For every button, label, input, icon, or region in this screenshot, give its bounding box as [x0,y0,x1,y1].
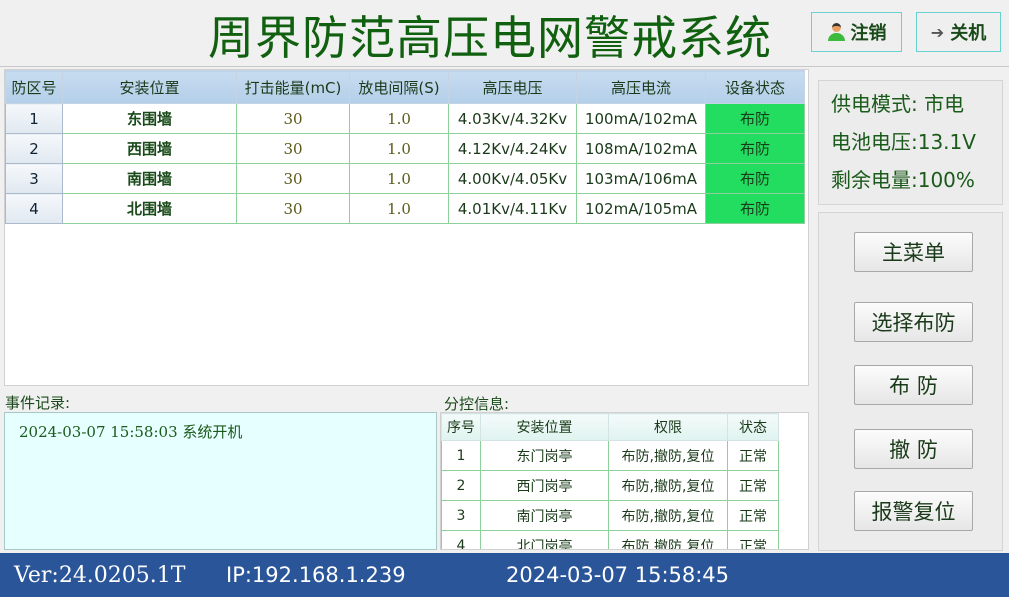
zone-table-panel: 防区号 安装位置 打击能量(mC) 放电间隔(S) 高压电压 高压电流 设备状态 1 东围墙 3… [4,69,809,386]
zone-location: 西围墙 [62,133,237,164]
sub-permission: 布防,撤防,复位 [608,440,728,471]
table-row[interactable]: 3 南围墙 30 1.0 4.00Kv/4.05Kv 103mA/106mA 布防 [5,163,805,194]
sub-status: 正常 [727,470,779,501]
discharge-interval: 1.0 [349,103,449,134]
sub-permission: 布防,撤防,复位 [608,530,728,549]
arm-button[interactable]: 布 防 [854,365,973,405]
event-log[interactable]: 2024-03-07 15:58:03 系统开机 [4,412,437,550]
battery-remaining: 剩余电量:100% [831,168,975,192]
sub-index: 3 [441,500,481,531]
column-header[interactable]: 高压电压 [448,70,577,104]
select-arm-button[interactable]: 选择布防 [854,302,973,342]
app-title: 周界防范高压电网警戒系统 [208,11,772,65]
sub-status: 正常 [727,530,779,549]
strike-energy: 30 [236,133,350,164]
sub-control-table: 序号 安装位置 权限 状态 1 东门岗亭 布防,撤防,复位 正常 2 西门岗亭 布防,撤防,复位正… [441,413,779,549]
strike-energy: 30 [236,103,350,134]
table-row[interactable]: 1 东围墙 30 1.0 4.03Kv/4.32Kv 100mA/102mA 布防 [5,103,805,134]
power-mode: 供电模式: 市电 [831,92,965,116]
column-header: 序号 [441,413,481,441]
disarm-button[interactable]: 撤 防 [854,429,973,469]
ip-text: IP:192.168.1.239 [226,563,406,587]
hv-current: 108mA/102mA [576,133,706,164]
sub-status: 正常 [727,500,779,531]
zone-location: 东围墙 [62,103,237,134]
discharge-interval: 1.0 [349,193,449,224]
column-header: 状态 [727,413,779,441]
hv-current: 102mA/105mA [576,193,706,224]
shutdown-label: 关机 [950,23,987,44]
datetime-text: 2024-03-07 15:58:45 [506,563,730,587]
device-status: 布防 [705,163,805,194]
menu-panel: 主菜单 选择布防 布 防 撤 防 报警复位 [818,212,1003,551]
sub-index: 4 [441,530,481,549]
device-status: 布防 [705,103,805,134]
strike-energy: 30 [236,163,350,194]
zone-number: 3 [5,163,63,194]
sub-index: 1 [441,440,481,471]
header-divider [0,66,1009,67]
table-row[interactable]: 4 北门岗亭 布防,撤防,复位 正常 [441,530,779,549]
table-row[interactable]: 3 南门岗亭 布防,撤防,复位 正常 [441,500,779,531]
sub-index: 2 [441,470,481,501]
shutdown-button[interactable]: ➔ 关机 [916,12,1001,52]
device-status: 布防 [705,133,805,164]
table-row[interactable]: 4 北围墙 30 1.0 4.01Kv/4.11Kv 102mA/105mA 布防 [5,193,805,224]
event-log-label: 事件记录: [5,394,71,412]
event-log-entry: 2024-03-07 15:58:03 系统开机 [19,423,243,441]
alarm-reset-button[interactable]: 报警复位 [854,491,973,531]
hv-voltage: 4.00Kv/4.05Kv [448,163,577,194]
column-header[interactable]: 防区号 [5,70,63,104]
column-header[interactable]: 设备状态 [705,70,805,104]
column-header: 权限 [608,413,728,441]
table-row[interactable]: 2 西围墙 30 1.0 4.12Kv/4.24Kv 108mA/102mA 布防 [5,133,805,164]
sub-location: 西门岗亭 [480,470,609,501]
version-text: Ver:24.0205.1T [14,563,186,588]
hv-current: 103mA/106mA [576,163,706,194]
column-header[interactable]: 放电间隔(S) [349,70,449,104]
zone-number: 4 [5,193,63,224]
user-icon [827,23,845,41]
arrow-right-icon: ➔ [930,22,945,42]
sub-permission: 布防,撤防,复位 [608,470,728,501]
discharge-interval: 1.0 [349,133,449,164]
discharge-interval: 1.0 [349,163,449,194]
sub-location: 北门岗亭 [480,530,609,549]
sub-control-panel: 序号 安装位置 权限 状态 1 东门岗亭 布防,撤防,复位 正常 2 西门岗亭 布防,撤防,复位正… [440,412,809,550]
zone-number: 1 [5,103,63,134]
main-menu-button[interactable]: 主菜单 [854,232,973,272]
column-header[interactable]: 安装位置 [62,70,237,104]
column-header: 安装位置 [480,413,609,441]
column-header[interactable]: 高压电流 [576,70,706,104]
logout-button[interactable]: 注销 [811,12,902,52]
zone-location: 北围墙 [62,193,237,224]
device-status: 布防 [705,193,805,224]
table-row[interactable]: 2 西门岗亭 布防,撤防,复位 正常 [441,470,779,501]
hv-current: 100mA/102mA [576,103,706,134]
hv-voltage: 4.01Kv/4.11Kv [448,193,577,224]
sub-status: 正常 [727,440,779,471]
sub-location: 东门岗亭 [480,440,609,471]
zone-table: 防区号 安装位置 打击能量(mC) 放电间隔(S) 高压电压 高压电流 设备状态 1 东围墙 3… [5,70,805,224]
hv-voltage: 4.03Kv/4.32Kv [448,103,577,134]
column-header[interactable]: 打击能量(mC) [236,70,350,104]
logout-label: 注销 [850,23,887,44]
hv-voltage: 4.12Kv/4.24Kv [448,133,577,164]
battery-voltage: 电池电压:13.1V [831,130,976,154]
power-info-panel: 供电模式: 市电 电池电压:13.1V 剩余电量:100% [818,80,1003,205]
table-row[interactable]: 1 东门岗亭 布防,撤防,复位 正常 [441,440,779,471]
strike-energy: 30 [236,193,350,224]
sub-control-label: 分控信息: [444,395,510,413]
zone-number: 2 [5,133,63,164]
sub-location: 南门岗亭 [480,500,609,531]
status-bar: Ver:24.0205.1T IP:192.168.1.239 2024-03-… [0,553,1009,597]
sub-permission: 布防,撤防,复位 [608,500,728,531]
zone-location: 南围墙 [62,163,237,194]
